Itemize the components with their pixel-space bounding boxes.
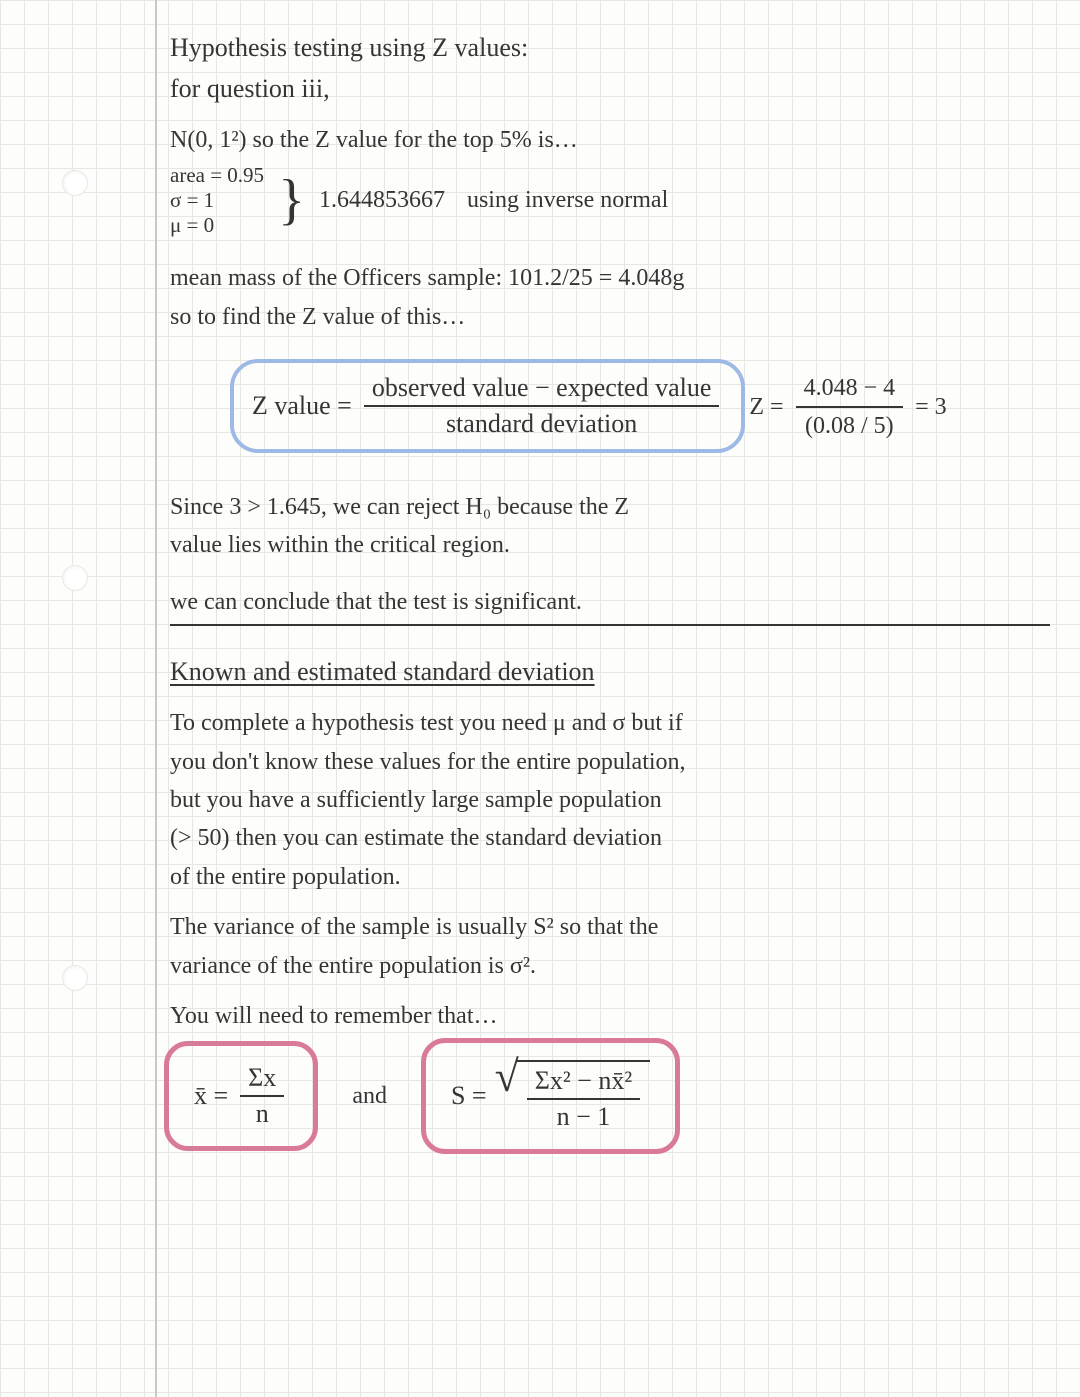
and-label: and [352, 1083, 387, 1110]
text-line: The variance of the sample is usually S²… [170, 911, 1050, 943]
formula-denominator: standard deviation [438, 407, 645, 439]
text-line: of the entire population. [170, 861, 1050, 893]
mean-formula-lhs: x̄ = [194, 1081, 228, 1111]
text-line: To complete a hypothesis test you need μ… [170, 707, 1050, 739]
mean-formula-box: x̄ = Σx n [170, 1047, 312, 1145]
mean-denominator: n [248, 1097, 277, 1129]
formula-row: x̄ = Σx n and S = √ Σx² − nx̄² n − 1 [170, 1044, 1050, 1148]
text-line: value lies within the critical region. [170, 529, 1050, 561]
calc-numerator: 4.048 − 4 [796, 372, 904, 408]
text-line: mean mass of the Officers sample: 101.2/… [170, 262, 1050, 294]
s-denominator: n − 1 [549, 1100, 619, 1132]
mean-formula-fraction: Σx n [240, 1063, 284, 1129]
text-line: You will need to remember that… [170, 1000, 1050, 1032]
notes-content: Hypothesis testing using Z values: for q… [170, 30, 1050, 1148]
text-line: but you have a sufficiently large sample… [170, 784, 1050, 816]
punch-hole [62, 965, 88, 991]
heading-line: for question iii, [170, 71, 1050, 106]
heading-line: Hypothesis testing using Z values: [170, 30, 1050, 65]
param-mu: μ = 0 [170, 213, 264, 238]
formula-numerator: observed value − expected value [364, 373, 720, 407]
z-formula-box: Z value = observed value − expected valu… [230, 359, 745, 453]
text-line: variance of the entire population is σ². [170, 950, 1050, 982]
z-calculation: Z = 4.048 − 4 (0.08 / 5) = 3 [749, 372, 946, 443]
s-formula-box: S = √ Σx² − nx̄² n − 1 [427, 1044, 674, 1148]
s-formula-lhs: S = [451, 1081, 487, 1111]
s-numerator: Σx² − nx̄² [527, 1066, 640, 1100]
params-row: area = 0.95 σ = 1 μ = 0 } 1.644853667 us… [170, 163, 668, 239]
margin-rule [155, 0, 157, 1397]
calc-denominator: (0.08 / 5) [797, 408, 902, 442]
z-formula-lhs: Z value = [252, 391, 352, 421]
inverse-normal-label: using inverse normal [467, 184, 668, 216]
z-formula-fraction: observed value − expected value standard… [364, 373, 720, 439]
calc-fraction: 4.048 − 4 (0.08 / 5) [796, 372, 904, 443]
radical-symbol: √ [495, 1064, 519, 1132]
sqrt-icon: √ Σx² − nx̄² n − 1 [495, 1060, 651, 1132]
punch-hole [62, 565, 88, 591]
text-line: so to find the Z value of this… [170, 301, 1050, 333]
param-area: area = 0.95 [170, 163, 264, 188]
section-heading: Known and estimated standard deviation [170, 654, 1050, 689]
param-sigma: σ = 1 [170, 188, 264, 213]
calc-lhs: Z = [749, 391, 783, 423]
mean-numerator: Σx [240, 1063, 284, 1097]
calc-result: = 3 [915, 391, 947, 423]
punch-hole [62, 170, 88, 196]
text-line: N(0, 1²) so the Z value for the top 5% i… [170, 124, 1050, 156]
text-line: Since 3 > 1.645, we can reject H₀ becaus… [170, 491, 1050, 523]
text-line: (> 50) then you can estimate the standar… [170, 822, 1050, 854]
param-stack: area = 0.95 σ = 1 μ = 0 [170, 163, 264, 239]
curly-brace-icon: } [278, 186, 305, 214]
conclusion-line: we can conclude that the test is signifi… [170, 586, 1050, 626]
inverse-normal-value: 1.644853667 [319, 184, 445, 216]
text-line: you don't know these values for the enti… [170, 746, 1050, 778]
s-formula-fraction: Σx² − nx̄² n − 1 [527, 1066, 640, 1132]
